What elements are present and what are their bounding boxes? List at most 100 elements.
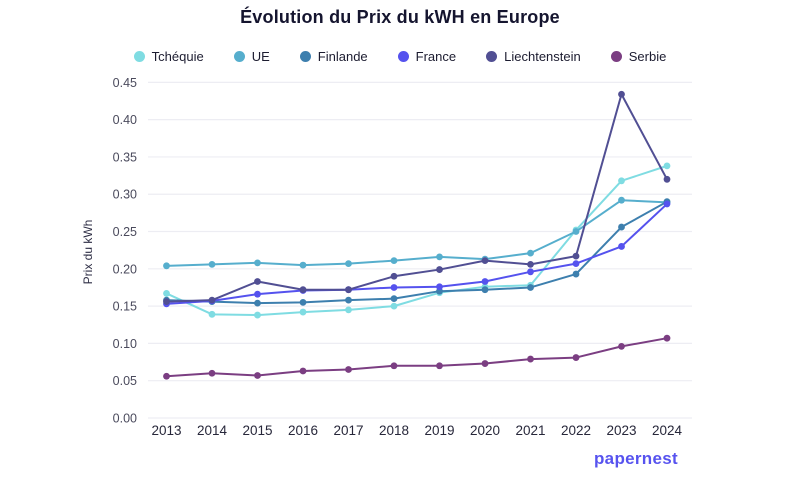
data-point-liechtenstein-2013 [163, 298, 170, 306]
data-point-ue-2022 [572, 228, 580, 235]
y-tick-label: 0.20 [113, 262, 137, 276]
y-tick-label: 0.10 [113, 337, 137, 351]
data-point-finlande-2022 [572, 270, 580, 278]
chart-title: Évolution du Prix du kWH en Europe [240, 7, 560, 27]
data-point-france-2015 [254, 290, 261, 298]
data-point-france-2018 [390, 284, 398, 291]
data-point-liechtenstein-2022 [572, 252, 580, 260]
data-point-tchéquie-2018 [390, 302, 398, 310]
series-line-finlande [165, 200, 668, 305]
chart-legend: Tchéquie UE Finlande France Liechtenstein Ser… [0, 49, 800, 64]
legend-label: Liechtenstein [504, 49, 581, 64]
x-tick-label: 2014 [197, 423, 228, 438]
legend-item-ue: UE [233, 49, 270, 64]
legend-item-finlande: Finlande [299, 49, 368, 64]
series-line-tchéquie [165, 164, 668, 317]
data-point-serbie-2023 [618, 342, 625, 350]
data-point-france-2023 [618, 243, 625, 250]
series-line-liechtenstein [165, 93, 668, 303]
data-point-france-2021 [527, 268, 534, 276]
data-point-tchéquie-2013 [163, 290, 170, 297]
data-point-serbie-2022 [572, 354, 580, 361]
x-tick-label: 2016 [288, 423, 318, 438]
x-tick-label: 2015 [242, 423, 272, 438]
x-tick-label: 2018 [379, 423, 409, 438]
series-line-france [165, 202, 668, 305]
data-point-ue-2015 [254, 259, 261, 267]
x-tick-label: 2024 [652, 423, 683, 438]
y-tick-label: 0.40 [113, 113, 137, 127]
data-point-ue-2018 [390, 257, 398, 265]
data-point-tchéquie-2023 [618, 177, 625, 185]
x-tick-label: 2020 [470, 423, 500, 438]
legend-dot-icon [486, 51, 498, 62]
data-point-liechtenstein-2015 [254, 278, 261, 285]
data-point-ue-2019 [436, 253, 443, 261]
legend-item-serbie: Serbie [610, 49, 667, 64]
legend-label: France [415, 49, 457, 64]
y-tick-label: 0.15 [113, 300, 137, 314]
series-line-serbie [165, 337, 668, 378]
y-tick-label: 0.35 [113, 150, 137, 164]
data-point-france-2022 [572, 260, 580, 267]
data-point-liechtenstein-2018 [390, 272, 398, 280]
data-point-serbie-2018 [390, 362, 398, 370]
data-point-tchéquie-2024 [663, 162, 671, 170]
data-point-finlande-2015 [254, 299, 261, 307]
papernest-logo: papernest [594, 449, 678, 468]
x-tick-label: 2019 [424, 423, 454, 438]
legend-dot-icon [233, 51, 245, 62]
data-point-liechtenstein-2017 [345, 286, 352, 294]
legend-dot-icon [299, 51, 311, 62]
legend-item-tchéquie: Tchéquie [133, 49, 204, 64]
data-point-liechtenstein-2024 [663, 175, 671, 183]
data-point-france-2024 [663, 200, 671, 208]
data-point-tchéquie-2015 [254, 311, 261, 319]
data-point-finlande-2023 [618, 223, 625, 231]
data-point-ue-2017 [345, 260, 352, 267]
data-point-serbie-2015 [254, 372, 261, 379]
data-point-liechtenstein-2021 [527, 260, 534, 268]
legend-dot-icon [397, 51, 409, 62]
data-point-serbie-2017 [345, 366, 352, 373]
legend-label: UE [251, 49, 270, 64]
data-point-ue-2021 [527, 249, 534, 257]
legend-item-liechtenstein: Liechtenstein [486, 49, 581, 64]
data-point-serbie-2013 [163, 372, 170, 380]
x-tick-label: 2017 [333, 423, 363, 438]
data-point-serbie-2016 [299, 367, 307, 375]
data-point-ue-2023 [618, 196, 625, 204]
y-tick-label: 0.25 [113, 225, 137, 239]
y-tick-label: 0.05 [113, 374, 137, 388]
x-tick-label: 2023 [606, 423, 636, 438]
data-point-finlande-2021 [527, 284, 534, 291]
data-point-finlande-2018 [390, 295, 398, 303]
y-tick-label: 0.45 [113, 76, 137, 90]
data-point-finlande-2016 [299, 298, 307, 306]
data-point-liechtenstein-2016 [299, 286, 307, 294]
y-axis-label: Prix du kWh [81, 219, 95, 285]
data-point-tchéquie-2016 [299, 308, 307, 316]
data-point-france-2019 [436, 283, 443, 291]
data-point-finlande-2017 [345, 296, 352, 304]
data-point-liechtenstein-2014 [208, 296, 216, 304]
data-point-tchéquie-2017 [345, 306, 352, 314]
data-point-liechtenstein-2023 [618, 90, 625, 98]
data-point-serbie-2020 [481, 360, 489, 367]
data-point-serbie-2014 [208, 369, 216, 377]
legend-label: Finlande [317, 49, 368, 64]
data-point-ue-2013 [163, 262, 170, 270]
y-tick-label: 0.30 [113, 188, 137, 202]
data-point-serbie-2024 [663, 334, 671, 342]
legend-label: Serbie [628, 49, 667, 64]
series-line-ue [165, 199, 668, 267]
legend-item-france: France [397, 49, 457, 64]
data-point-serbie-2021 [527, 355, 534, 363]
data-point-liechtenstein-2019 [436, 266, 443, 273]
data-point-finlande-2020 [481, 286, 489, 294]
data-point-ue-2016 [299, 261, 307, 269]
legend-label: Tchéquie [151, 49, 204, 64]
legend-dot-icon [610, 51, 622, 62]
x-tick-label: 2013 [151, 423, 181, 438]
